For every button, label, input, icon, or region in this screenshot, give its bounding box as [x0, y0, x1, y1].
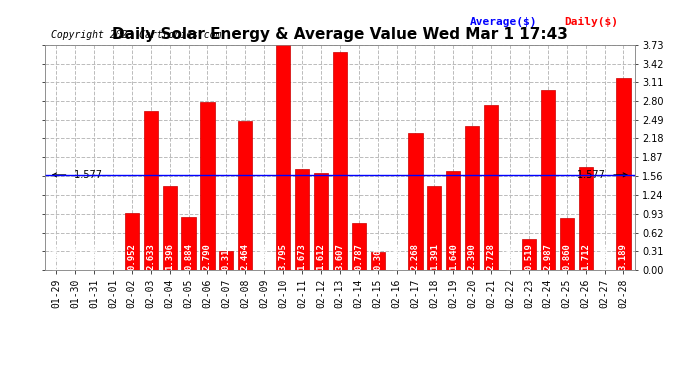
Bar: [219, 251, 233, 270]
Text: 2.464: 2.464: [241, 243, 250, 270]
Text: 0.000: 0.000: [506, 243, 515, 270]
Text: Daily($): Daily($): [564, 17, 618, 27]
Bar: [446, 171, 460, 270]
Bar: [144, 111, 158, 270]
Text: 0.306: 0.306: [373, 243, 382, 270]
Text: 1.396: 1.396: [165, 243, 174, 270]
Text: Copyright 2023 Cartronics.com: Copyright 2023 Cartronics.com: [51, 30, 221, 40]
Bar: [465, 126, 480, 270]
Text: Average($): Average($): [470, 17, 537, 27]
Text: 0.787: 0.787: [354, 243, 363, 270]
Text: 0.000: 0.000: [259, 243, 268, 270]
Text: 2.633: 2.633: [146, 243, 155, 270]
Bar: [276, 41, 290, 270]
Text: 1.577: 1.577: [578, 170, 627, 180]
Bar: [163, 186, 177, 270]
Text: 0.519: 0.519: [524, 243, 533, 270]
Bar: [560, 218, 574, 270]
Text: 2.728: 2.728: [486, 243, 495, 270]
Bar: [427, 186, 442, 270]
Text: 3.189: 3.189: [619, 243, 628, 270]
Text: 1.673: 1.673: [297, 243, 306, 270]
Text: 2.268: 2.268: [411, 243, 420, 270]
Text: 0.884: 0.884: [184, 243, 193, 270]
Bar: [314, 173, 328, 270]
Title: Daily Solar Energy & Average Value Wed Mar 1 17:43: Daily Solar Energy & Average Value Wed M…: [112, 27, 568, 42]
Text: 2.790: 2.790: [203, 243, 212, 270]
Text: 0.000: 0.000: [600, 243, 609, 270]
Text: 0.000: 0.000: [108, 243, 117, 270]
Text: 3.795: 3.795: [279, 243, 288, 270]
Text: 0.000: 0.000: [52, 243, 61, 270]
Text: 0.319: 0.319: [222, 243, 231, 270]
Bar: [238, 122, 253, 270]
Text: 1.712: 1.712: [581, 243, 590, 270]
Text: 2.987: 2.987: [543, 243, 552, 270]
Text: 0.000: 0.000: [90, 243, 99, 270]
Text: 0.000: 0.000: [392, 243, 401, 270]
Bar: [408, 133, 422, 270]
Bar: [371, 252, 385, 270]
Text: 1.577: 1.577: [52, 170, 102, 180]
Bar: [333, 53, 347, 270]
Bar: [616, 78, 631, 270]
Text: 2.390: 2.390: [468, 243, 477, 270]
Bar: [578, 167, 593, 270]
Bar: [125, 213, 139, 270]
Text: 1.391: 1.391: [430, 243, 439, 270]
Bar: [352, 222, 366, 270]
Bar: [484, 105, 498, 270]
Bar: [541, 90, 555, 270]
Text: 1.640: 1.640: [448, 243, 457, 270]
Text: 0.860: 0.860: [562, 243, 571, 270]
Bar: [200, 102, 215, 270]
Text: 0.952: 0.952: [128, 243, 137, 270]
Text: 3.607: 3.607: [335, 243, 344, 270]
Bar: [181, 217, 196, 270]
Text: 1.612: 1.612: [317, 243, 326, 270]
Bar: [522, 239, 536, 270]
Text: 0.000: 0.000: [70, 243, 79, 270]
Bar: [295, 169, 309, 270]
